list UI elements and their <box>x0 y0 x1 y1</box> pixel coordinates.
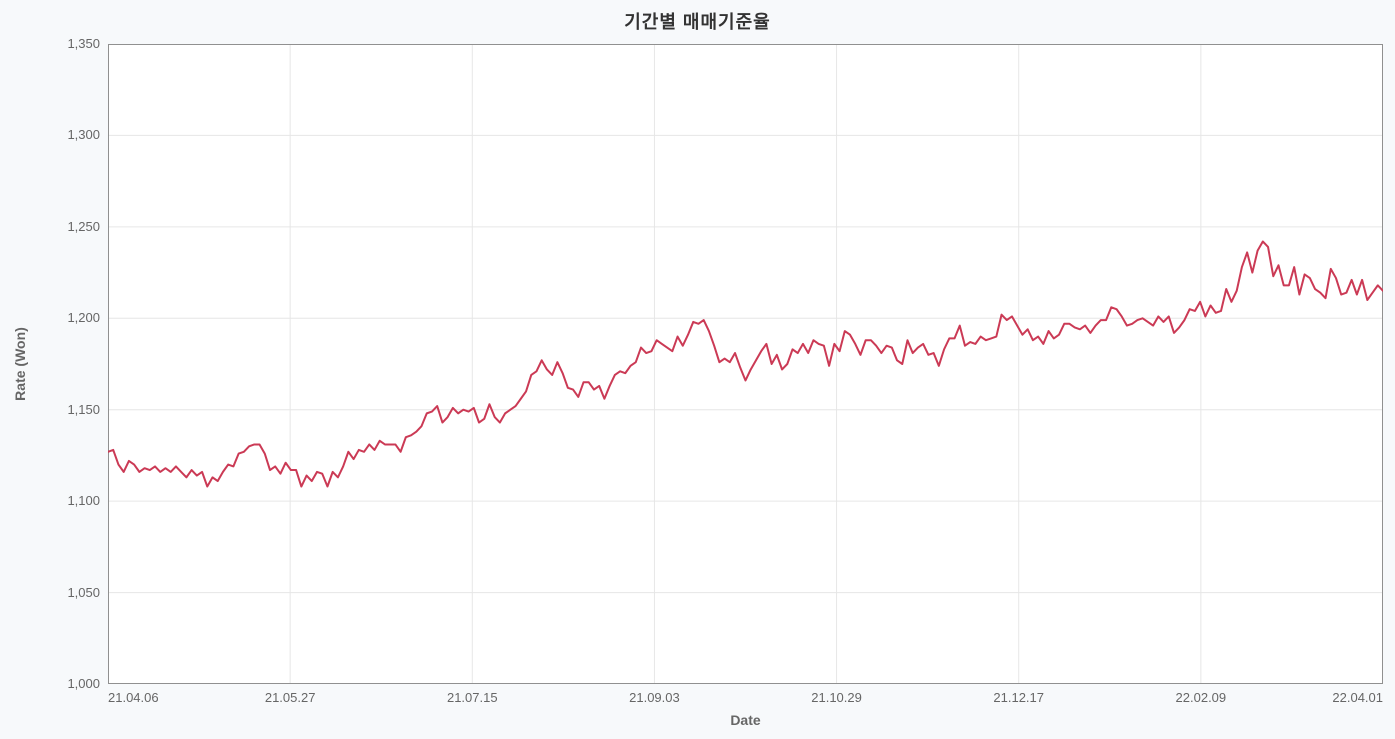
x-tick-label: 21.05.27 <box>265 690 316 705</box>
y-tick-label: 1,200 <box>0 310 100 325</box>
y-tick-label: 1,350 <box>0 36 100 51</box>
chart-title: 기간별 매매기준율 <box>0 8 1395 34</box>
x-tick-label: 21.04.06 <box>108 690 159 705</box>
x-tick-label: 22.02.09 <box>1176 690 1227 705</box>
y-tick-label: 1,100 <box>0 493 100 508</box>
plot-area[interactable] <box>108 44 1383 684</box>
x-tick-label: 21.09.03 <box>629 690 680 705</box>
x-axis-title: Date <box>108 712 1383 728</box>
y-tick-label: 1,250 <box>0 219 100 234</box>
y-axis-title: Rate (Won) <box>12 327 28 401</box>
y-tick-label: 1,050 <box>0 585 100 600</box>
y-tick-label: 1,000 <box>0 676 100 691</box>
y-tick-label: 1,300 <box>0 127 100 142</box>
x-tick-label: 21.10.29 <box>811 690 862 705</box>
x-tick-label: 22.04.01 <box>1332 690 1383 705</box>
y-tick-label: 1,150 <box>0 402 100 417</box>
x-tick-label: 21.07.15 <box>447 690 498 705</box>
x-tick-label: 21.12.17 <box>993 690 1044 705</box>
exchange-rate-chart: 기간별 매매기준율 Rate (Won) Date 1,000 1,050 1,10… <box>0 0 1395 739</box>
